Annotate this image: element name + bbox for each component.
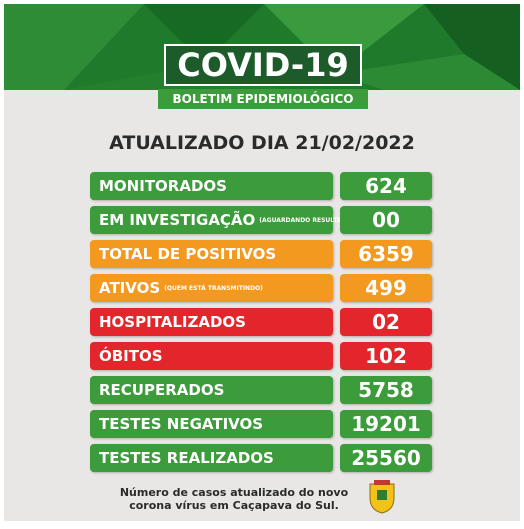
label-text: HOSPITALIZADOS (99, 313, 246, 331)
row-value: 00 (340, 206, 432, 234)
label-text: MONITORADOS (99, 177, 227, 195)
subtitle: BOLETIM EPIDEMIOLÓGICO (158, 89, 368, 109)
label-text: TESTES NEGATIVOS (99, 415, 264, 433)
label-text: TESTES REALIZADOS (99, 449, 274, 467)
row-label: MONITORADOS (90, 172, 333, 200)
date-line: ATUALIZADO DIA 21/02/2022 (109, 132, 415, 154)
row-value: 624 (340, 172, 432, 200)
label-note: (AGUARDANDO RESULTADO) (259, 216, 355, 224)
row-value: 5758 (340, 376, 432, 404)
bulletin: COVID-19 BOLETIM EPIDEMIOLÓGICO ATUALIZA… (4, 4, 520, 521)
row-label: ÓBITOS (90, 342, 333, 370)
label-text: ATIVOS (99, 279, 161, 297)
label-note: (QUEM ESTÁ TRANSMITINDO) (164, 284, 263, 292)
row-label: TOTAL DE POSITIVOS (90, 240, 333, 268)
row-value: 499 (340, 274, 432, 302)
label-text: TOTAL DE POSITIVOS (99, 245, 277, 263)
footer: Número de casos atualizado do novo coron… (104, 486, 364, 512)
header-banner (4, 4, 520, 90)
row-label: HOSPITALIZADOS (90, 308, 333, 336)
label-text: RECUPERADOS (99, 381, 225, 399)
row-value: 102 (340, 342, 432, 370)
row-value: 25560 (340, 444, 432, 472)
row-label: EM INVESTIGAÇÃO (AGUARDANDO RESULTADO) (90, 206, 354, 234)
row-value: 6359 (340, 240, 432, 268)
row-label: RECUPERADOS (90, 376, 333, 404)
row-label: ATIVOS (QUEM ESTÁ TRANSMITINDO) (90, 274, 333, 302)
row-label: TESTES REALIZADOS (90, 444, 333, 472)
row-label: TESTES NEGATIVOS (90, 410, 333, 438)
title: COVID-19 (164, 44, 362, 86)
label-text: ÓBITOS (99, 347, 163, 365)
label-text: EM INVESTIGAÇÃO (99, 211, 256, 229)
row-value: 02 (340, 308, 432, 336)
footer-line: Número de casos atualizado do novo (119, 486, 349, 499)
footer-line: corona vírus em Caçapava do Sul. (129, 499, 339, 512)
emblem (369, 480, 395, 514)
row-value: 19201 (340, 410, 432, 438)
